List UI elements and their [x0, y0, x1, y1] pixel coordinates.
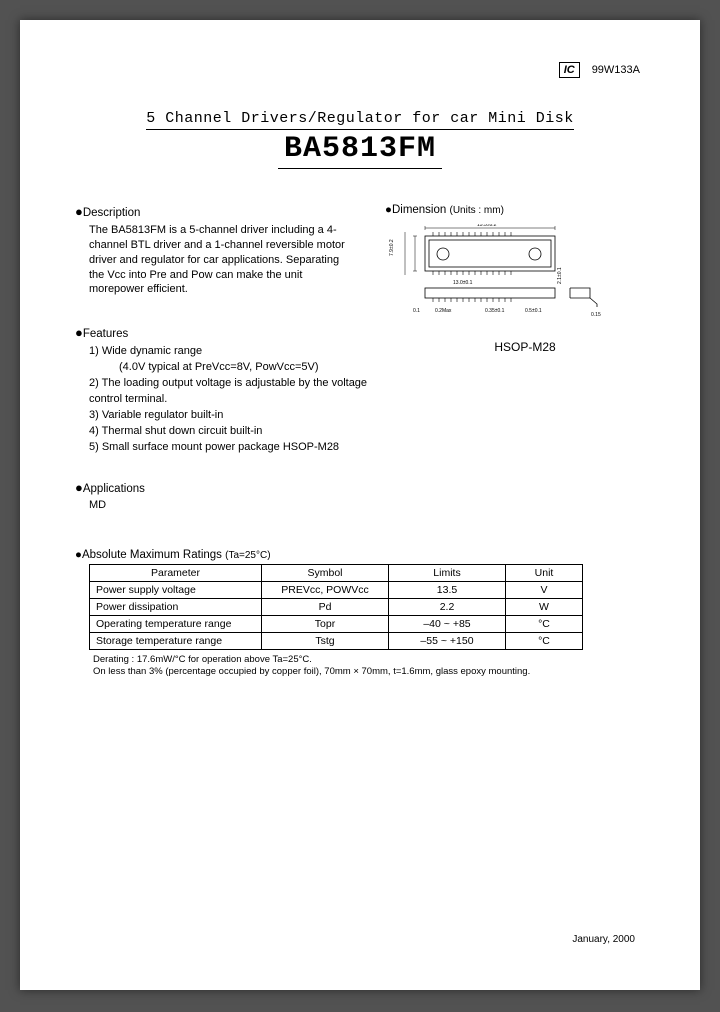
bullet-icon: ●: [385, 204, 392, 216]
dimension-units: (Units : mm): [449, 205, 503, 216]
feature-item: 3) Variable regulator built-in: [89, 408, 379, 424]
feature-item: 4) Thermal shut down circuit built-in: [89, 424, 379, 440]
feature-item: (4.0V typical at PreVcc=8V, PowVcc=5V): [119, 360, 379, 376]
doc-code: 99W133A: [592, 64, 640, 76]
dimension-column: ●Dimension (Units : mm): [385, 204, 635, 354]
ratings-block: ●Absolute Maximum Ratings (Ta=25°C) Para…: [75, 549, 645, 679]
header-right: IC 99W133A: [559, 62, 640, 78]
dimension-heading: ●Dimension (Units : mm): [385, 204, 635, 216]
description-body: The BA5813FM is a 5-channel driver inclu…: [89, 223, 354, 297]
ratings-heading: ●Absolute Maximum Ratings (Ta=25°C): [75, 549, 645, 561]
package-drawing-icon: 15.5±0.2 7.9±0.2 13.0±0.1 0.35±0.1 0.2Ma…: [385, 224, 605, 319]
col-limits: Limits: [389, 564, 506, 581]
part-number: BA5813FM: [278, 132, 442, 169]
footnote: On less than 3% (percentage occupied by …: [93, 666, 645, 678]
svg-text:0.1: 0.1: [413, 308, 420, 314]
svg-text:13.0±0.1: 13.0±0.1: [453, 280, 473, 286]
package-label: HSOP-M28: [415, 340, 635, 354]
col-parameter: Parameter: [90, 564, 262, 581]
bullet-icon: ●: [75, 549, 82, 561]
feature-item: 1) Wide dynamic range: [89, 344, 379, 360]
col-unit: Unit: [506, 564, 583, 581]
features-list: 1) Wide dynamic range (4.0V typical at P…: [89, 344, 379, 456]
datasheet-page: IC 99W133A 5 Channel Drivers/Regulator f…: [20, 20, 700, 990]
feature-item: 5) Small surface mount power package HSO…: [89, 440, 379, 456]
applications-text: MD: [89, 499, 645, 511]
bullet-icon: ●: [75, 480, 83, 495]
svg-text:0.5±0.1: 0.5±0.1: [525, 308, 542, 314]
ratings-footnotes: Derating : 17.6mW/°C for operation above…: [93, 654, 645, 679]
footnote: Derating : 17.6mW/°C for operation above…: [93, 654, 645, 666]
svg-text:2.1±0.1: 2.1±0.1: [557, 267, 563, 284]
title-block: 5 Channel Drivers/Regulator for car Mini…: [75, 110, 645, 169]
subtitle: 5 Channel Drivers/Regulator for car Mini…: [146, 110, 574, 130]
table-row: Power dissipation Pd 2.2 W: [90, 598, 583, 615]
svg-text:15.5±0.2: 15.5±0.2: [477, 224, 497, 228]
table-row: Operating temperature range Topr –40 ~ +…: [90, 615, 583, 632]
ratings-table: Parameter Symbol Limits Unit Power suppl…: [89, 564, 583, 650]
content-area: ●Description The BA5813FM is a 5-channel…: [75, 204, 645, 678]
table-header-row: Parameter Symbol Limits Unit: [90, 564, 583, 581]
bullet-icon: ●: [75, 325, 83, 340]
col-symbol: Symbol: [262, 564, 389, 581]
svg-text:0.15: 0.15: [591, 312, 601, 318]
table-row: Storage temperature range Tstg –55 ~ +15…: [90, 632, 583, 649]
svg-text:7.9±0.2: 7.9±0.2: [389, 239, 395, 256]
footer-date: January, 2000: [572, 934, 635, 945]
svg-text:0.35±0.1: 0.35±0.1: [485, 308, 505, 314]
feature-item: 2) The loading output voltage is adjusta…: [89, 376, 379, 408]
logo-icon: IC: [559, 62, 580, 78]
table-row: Power supply voltage PREVcc, POWVcc 13.5…: [90, 581, 583, 598]
bullet-icon: ●: [75, 204, 83, 219]
svg-text:0.2Max: 0.2Max: [435, 308, 452, 314]
applications-heading: ●Applications: [75, 480, 645, 495]
ratings-condition: (Ta=25°C): [225, 550, 270, 561]
